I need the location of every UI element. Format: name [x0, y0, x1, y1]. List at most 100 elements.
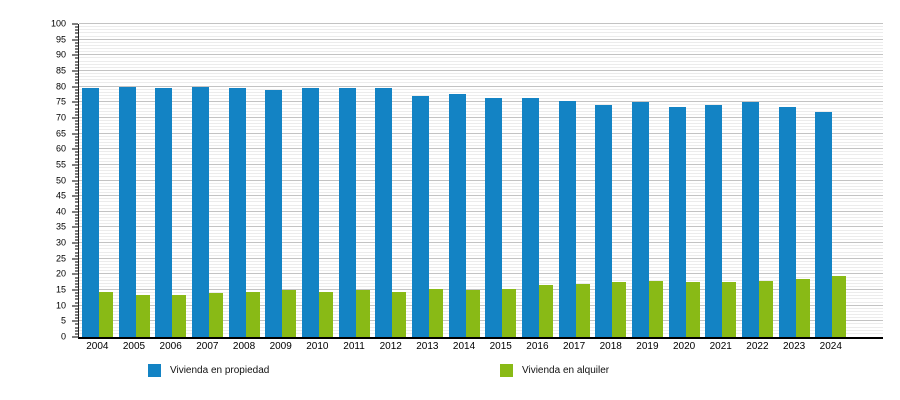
gridline: [79, 320, 883, 322]
bar-propiedad-2017: [558, 100, 576, 337]
gridline: [79, 238, 883, 240]
gridline: [79, 213, 883, 215]
x-axis-label: 2012: [379, 341, 402, 352]
bar-alquiler-2006: [172, 294, 187, 337]
y-axis-label: 80: [55, 81, 66, 92]
y-axis-tick-mark: [72, 70, 78, 72]
gridline: [79, 217, 883, 219]
y-axis-tick-mark: [75, 145, 78, 147]
bar-propiedad-2009: [265, 89, 283, 337]
y-axis-tick-mark: [75, 286, 78, 288]
bar-alquiler-2012: [392, 291, 407, 337]
y-axis-tick-mark: [75, 123, 78, 125]
bar-alquiler-2013: [429, 288, 444, 337]
y-axis-tick-mark: [72, 164, 78, 166]
bar-group-2008: 2008: [226, 24, 263, 352]
y-axis-tick-mark: [75, 264, 78, 266]
plot-area: 2004 2005 2006 2007 2008 2009 2010 2011 2012 2013…: [78, 23, 883, 352]
y-axis-label: 5: [60, 315, 66, 326]
bar-alquiler-2020: [685, 282, 700, 337]
y-axis-tick-mark: [75, 292, 78, 294]
y-axis-tick-mark: [75, 79, 78, 81]
y-axis-tick-mark: [75, 136, 78, 138]
y-axis-tick-mark: [72, 23, 78, 25]
gridline: [79, 289, 883, 291]
gridline: [79, 69, 883, 71]
y-axis-tick-mark: [75, 186, 78, 188]
y-axis-tick-mark: [75, 139, 78, 141]
gridline: [79, 135, 883, 137]
y-axis-tick-mark: [75, 92, 78, 94]
y-axis-tick-mark: [75, 114, 78, 116]
gridline: [79, 44, 883, 46]
gridline: [79, 242, 883, 244]
bar-propiedad-2014: [448, 94, 466, 337]
gridline: [79, 98, 883, 100]
y-axis-tick-mark: [75, 73, 78, 75]
gridline: [79, 195, 883, 197]
y-axis-tick-mark: [75, 154, 78, 156]
bar-propiedad-2011: [338, 88, 356, 337]
y-axis-tick-mark: [72, 39, 78, 41]
legend-swatch-alquiler-icon: [500, 364, 513, 377]
y-axis-tick-mark: [75, 295, 78, 297]
gridline: [79, 48, 883, 50]
bar-alquiler-2024: [832, 275, 847, 337]
y-axis-tick-mark: [75, 261, 78, 263]
y-axis-tick-mark: [75, 198, 78, 200]
y-axis-tick-mark: [75, 142, 78, 144]
bar-propiedad-2015: [485, 97, 503, 337]
y-axis-tick-mark: [75, 220, 78, 222]
y-axis-tick-mark: [75, 314, 78, 316]
y-axis-tick-mark: [75, 57, 78, 59]
legend-item-alquiler: Vivienda en alquiler: [500, 364, 609, 377]
gridline: [79, 173, 883, 175]
y-axis-tick-mark: [75, 76, 78, 78]
gridline: [79, 279, 883, 281]
bar-group-2009: 2009: [262, 24, 299, 352]
bar-propiedad-2022: [742, 102, 760, 337]
bar-alquiler-2022: [759, 280, 774, 337]
y-axis-ticks: [70, 23, 78, 338]
gridline: [79, 29, 883, 31]
gridline: [79, 95, 883, 96]
x-axis-label: 2024: [819, 341, 842, 352]
bar-alquiler-2004: [99, 291, 113, 337]
y-axis-tick-mark: [72, 133, 78, 135]
gridline: [79, 326, 883, 328]
x-axis-label: 2015: [489, 341, 512, 352]
bar-propiedad-2008: [228, 88, 246, 337]
y-axis-tick-mark: [75, 32, 78, 34]
y-axis-label: 55: [55, 159, 66, 170]
y-axis-tick-mark: [72, 101, 78, 103]
bar-alquiler-2008: [245, 291, 260, 337]
x-axis-label: 2008: [232, 341, 256, 352]
y-axis-label: 70: [55, 112, 66, 123]
y-axis-tick-mark: [72, 195, 78, 197]
x-axis-label: 2022: [746, 341, 769, 352]
gridline: [79, 323, 883, 325]
bar-group-2004: 2004: [79, 24, 116, 352]
y-axis-label: 0: [60, 331, 66, 342]
bar-alquiler-2007: [209, 293, 224, 337]
y-axis-tick-mark: [75, 48, 78, 50]
bar-group-2015: 2015: [482, 24, 519, 352]
gridline: [79, 166, 883, 168]
bar-propiedad-2013: [412, 96, 430, 337]
y-axis-tick-mark: [75, 217, 78, 219]
bar-group-2017: 2017: [556, 24, 593, 352]
gridline: [79, 132, 883, 134]
x-axis-label: 2014: [452, 341, 476, 352]
bar-propiedad-2024: [815, 111, 833, 337]
bar-alquiler-2021: [722, 282, 737, 337]
bar-alquiler-2018: [612, 282, 627, 337]
x-axis-label: 2007: [196, 341, 219, 352]
gridline: [79, 141, 883, 143]
gridline: [79, 129, 883, 131]
gridline: [79, 251, 883, 253]
bar-alquiler-2015: [502, 288, 517, 337]
y-axis-tick-mark: [75, 36, 78, 38]
gridline: [79, 254, 883, 256]
y-axis-tick-mark: [75, 26, 78, 28]
y-axis-tick-mark: [75, 95, 78, 97]
